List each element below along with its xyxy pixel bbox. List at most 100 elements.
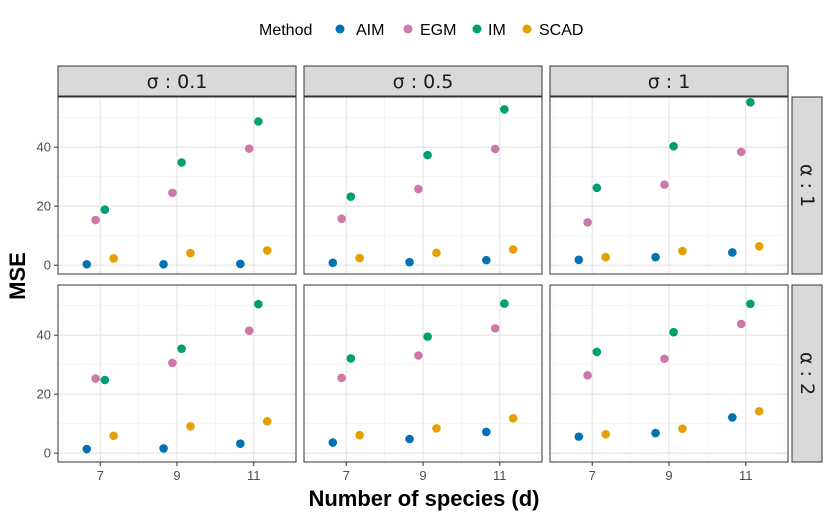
point-scad <box>262 416 272 426</box>
column-strip-label: σ : 1 <box>648 71 691 93</box>
point-egm <box>414 184 423 194</box>
point-scad <box>186 422 195 431</box>
point-aim <box>482 427 491 437</box>
panel-border <box>57 96 297 275</box>
point-scad <box>186 248 195 258</box>
point-egm <box>490 324 500 333</box>
point-im <box>592 183 602 193</box>
y-axis-title: MSE <box>5 252 30 300</box>
x-tick-label: 11 <box>247 468 261 483</box>
row-strip-label: α : 2 <box>796 352 818 395</box>
x-tick-label: 11 <box>493 468 507 483</box>
point-scad <box>109 254 118 263</box>
point-scad <box>355 253 364 263</box>
column-strip-label: σ : 0.5 <box>393 71 454 93</box>
point-scad <box>432 248 441 258</box>
x-tick-label: 7 <box>97 468 104 483</box>
panel <box>303 96 543 275</box>
point-im <box>177 344 186 354</box>
column-strip <box>549 65 789 97</box>
point-im <box>746 98 755 107</box>
point-egm <box>244 144 254 153</box>
x-tick-label: 11 <box>739 468 753 483</box>
y-tick-label: 20 <box>37 387 51 402</box>
row-strip <box>791 284 823 463</box>
point-scad <box>601 429 610 439</box>
point-aim <box>651 252 660 262</box>
x-axis-title: Number of species (d) <box>308 486 539 511</box>
point-im <box>346 192 356 202</box>
legend-key-aim <box>335 24 345 34</box>
point-scad <box>109 431 118 441</box>
point-im <box>423 332 432 341</box>
y-tick-label: 40 <box>37 140 51 155</box>
point-im <box>346 354 356 363</box>
point-im <box>669 327 678 337</box>
point-aim <box>82 259 92 269</box>
point-aim <box>236 439 245 449</box>
point-scad <box>678 246 687 256</box>
legend-label-im: IM <box>488 22 506 39</box>
point-aim <box>482 255 491 265</box>
legend-key-egm <box>403 24 413 34</box>
y-tick-label: 40 <box>37 328 51 343</box>
panel <box>57 96 297 275</box>
point-im <box>100 205 110 214</box>
point-egm <box>736 319 746 329</box>
legend-key-scad <box>522 24 532 34</box>
point-aim <box>574 432 584 441</box>
panel <box>549 284 789 463</box>
point-im <box>254 117 263 126</box>
point-egm <box>168 188 177 198</box>
point-aim <box>236 259 245 269</box>
point-egm <box>490 144 500 154</box>
point-im <box>423 150 432 160</box>
point-egm <box>91 374 100 383</box>
point-egm <box>414 351 423 360</box>
point-aim <box>728 248 737 257</box>
point-aim <box>159 259 168 269</box>
x-tick-label: 7 <box>343 468 350 483</box>
point-egm <box>168 358 177 368</box>
point-scad <box>508 414 518 423</box>
axes: 0 20 40 0 20 40 7 9 11 7 9 11 7 9 11 <box>37 140 753 483</box>
point-aim <box>328 258 338 268</box>
point-im <box>592 347 602 357</box>
legend-label-scad: SCAD <box>539 22 583 39</box>
point-aim <box>328 438 338 447</box>
point-aim <box>728 413 737 422</box>
row-strip-label: α : 1 <box>796 164 818 207</box>
point-scad <box>601 252 610 262</box>
x-tick-label: 9 <box>173 468 180 483</box>
panel <box>303 284 543 463</box>
panels: σ : 0.1 σ : 0.5 σ : 1 α : 1 α : 2 <box>57 65 823 463</box>
point-aim <box>82 444 92 454</box>
panel-border <box>549 96 789 275</box>
point-scad <box>432 424 441 433</box>
column-strip <box>57 65 297 97</box>
point-egm <box>660 180 669 189</box>
point-im <box>100 375 110 385</box>
point-aim <box>159 444 168 453</box>
x-tick-label: 9 <box>419 468 426 483</box>
point-im <box>669 141 678 151</box>
legend: Method AIM EGM IM SCAD <box>259 22 583 39</box>
legend-label-aim: AIM <box>356 22 384 39</box>
point-egm <box>337 214 346 224</box>
point-scad <box>754 406 764 416</box>
point-im <box>177 158 186 167</box>
point-aim <box>574 255 584 265</box>
y-tick-label: 20 <box>37 199 51 214</box>
point-egm <box>244 326 254 336</box>
point-im <box>500 105 509 114</box>
legend-key-im <box>472 24 482 34</box>
point-egm <box>583 370 592 380</box>
point-aim <box>405 434 414 444</box>
y-tick-label: 0 <box>44 446 51 461</box>
point-scad <box>355 430 364 440</box>
x-tick-label: 7 <box>589 468 596 483</box>
point-egm <box>583 218 592 227</box>
point-scad <box>262 246 272 255</box>
point-im <box>500 299 509 308</box>
